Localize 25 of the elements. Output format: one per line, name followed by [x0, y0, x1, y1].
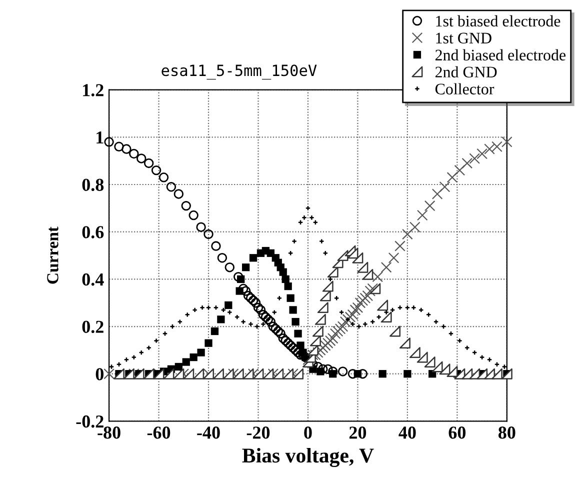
- y-tick-label: 0: [96, 368, 104, 380]
- y-tick-label: 0.4: [82, 273, 104, 286]
- x-tick-label: 80: [498, 426, 516, 439]
- x-axis-title: Bias voltage, V: [242, 448, 374, 468]
- y-tick-label: 1.2: [83, 84, 104, 96]
- y-tick-label: 0.8: [82, 178, 104, 192]
- legend-label: 2nd biased electrode: [435, 49, 566, 60]
- x-tick-label: -60: [147, 426, 170, 439]
- x-tick-label: -80: [98, 426, 120, 439]
- legend-label: 1st GND: [436, 32, 492, 44]
- x-tick-label: 0: [304, 426, 312, 439]
- y-tick-label: 0.6: [82, 226, 104, 238]
- y-tick-label: -0.2: [76, 415, 104, 428]
- legend-label: 1st biased electrode: [436, 15, 560, 27]
- x-tick-label: 60: [448, 426, 466, 439]
- chart-title: esa11_5-5mm_150eV: [162, 64, 317, 80]
- legend-label: Collector: [435, 83, 494, 94]
- x-tick-label: 20: [349, 426, 366, 439]
- x-tick-label: -40: [197, 426, 220, 439]
- y-axis-title: Current: [47, 226, 58, 284]
- legend-label: 2nd GND: [435, 66, 497, 78]
- x-tick-label: 40: [398, 426, 416, 439]
- y-tick-label: 0.2: [82, 320, 104, 334]
- y-tick-label: 1: [96, 132, 104, 144]
- x-tick-label: -20: [246, 426, 270, 439]
